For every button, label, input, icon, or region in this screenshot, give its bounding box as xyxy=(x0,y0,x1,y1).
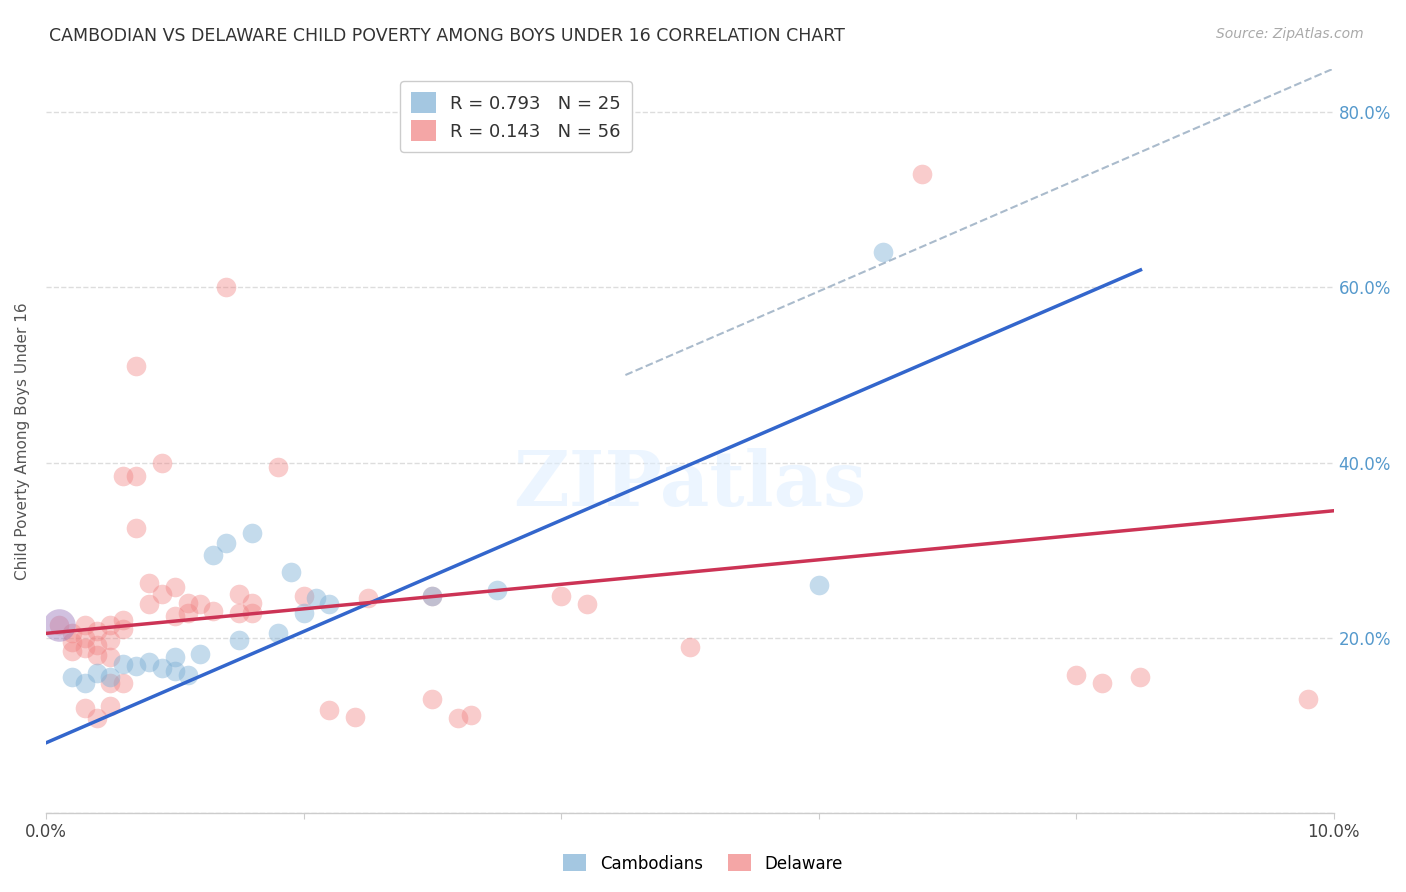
Point xyxy=(98,632,121,647)
Point xyxy=(357,591,380,606)
Point xyxy=(163,608,186,623)
Point xyxy=(807,578,830,592)
Point xyxy=(190,598,212,612)
Point xyxy=(176,606,198,620)
Text: Source: ZipAtlas.com: Source: ZipAtlas.com xyxy=(1216,27,1364,41)
Point xyxy=(176,596,198,610)
Text: ZIPatlas: ZIPatlas xyxy=(513,449,866,523)
Point xyxy=(112,613,135,627)
Point xyxy=(73,641,96,656)
Point xyxy=(73,676,96,690)
Point xyxy=(98,676,121,690)
Point xyxy=(48,617,70,632)
Point xyxy=(125,359,148,374)
Point xyxy=(86,624,108,638)
Point xyxy=(292,589,315,603)
Point xyxy=(60,644,83,658)
Point xyxy=(150,587,173,601)
Point xyxy=(420,589,443,603)
Legend: R = 0.793   N = 25, R = 0.143   N = 56: R = 0.793 N = 25, R = 0.143 N = 56 xyxy=(399,81,633,152)
Point xyxy=(240,606,263,620)
Point xyxy=(872,245,894,260)
Point xyxy=(292,606,315,620)
Point xyxy=(215,280,238,294)
Point xyxy=(60,670,83,684)
Point xyxy=(575,598,598,612)
Point xyxy=(163,664,186,678)
Point xyxy=(215,536,238,550)
Point xyxy=(460,707,482,722)
Point xyxy=(73,701,96,715)
Point xyxy=(112,676,135,690)
Point xyxy=(343,709,366,723)
Point xyxy=(318,702,340,716)
Point xyxy=(163,580,186,594)
Point xyxy=(86,648,108,663)
Point xyxy=(420,589,443,603)
Point xyxy=(138,655,160,669)
Point xyxy=(318,598,340,612)
Point xyxy=(176,667,198,681)
Y-axis label: Child Poverty Among Boys Under 16: Child Poverty Among Boys Under 16 xyxy=(15,301,30,580)
Point xyxy=(267,460,290,475)
Legend: Cambodians, Delaware: Cambodians, Delaware xyxy=(557,847,849,880)
Point xyxy=(125,521,148,535)
Point xyxy=(240,525,263,540)
Point xyxy=(1064,667,1087,681)
Point xyxy=(550,589,572,603)
Point xyxy=(73,631,96,645)
Point xyxy=(447,711,470,725)
Point xyxy=(138,576,160,591)
Point xyxy=(138,598,160,612)
Point xyxy=(228,587,250,601)
Point xyxy=(202,605,225,619)
Point xyxy=(305,591,328,606)
Point xyxy=(420,692,443,706)
Point xyxy=(112,657,135,671)
Point xyxy=(86,711,108,725)
Point xyxy=(98,699,121,714)
Point xyxy=(679,640,702,654)
Point xyxy=(910,167,932,181)
Point xyxy=(86,665,108,680)
Point xyxy=(73,617,96,632)
Point xyxy=(190,647,212,661)
Point xyxy=(267,626,290,640)
Text: CAMBODIAN VS DELAWARE CHILD POVERTY AMONG BOYS UNDER 16 CORRELATION CHART: CAMBODIAN VS DELAWARE CHILD POVERTY AMON… xyxy=(49,27,845,45)
Point xyxy=(125,658,148,673)
Point xyxy=(150,456,173,470)
Point xyxy=(228,606,250,620)
Point xyxy=(1129,670,1152,684)
Point xyxy=(163,650,186,665)
Point xyxy=(280,565,302,579)
Point xyxy=(112,468,135,483)
Point xyxy=(228,632,250,647)
Point xyxy=(1091,676,1114,690)
Point xyxy=(150,661,173,675)
Point xyxy=(98,650,121,665)
Point xyxy=(98,670,121,684)
Point xyxy=(60,626,83,640)
Point xyxy=(98,617,121,632)
Point xyxy=(60,635,83,649)
Point xyxy=(1296,692,1319,706)
Point xyxy=(125,468,148,483)
Point xyxy=(485,582,508,597)
Point xyxy=(240,596,263,610)
Point xyxy=(86,638,108,652)
Point xyxy=(112,622,135,636)
Point xyxy=(202,548,225,562)
Point xyxy=(48,617,70,632)
